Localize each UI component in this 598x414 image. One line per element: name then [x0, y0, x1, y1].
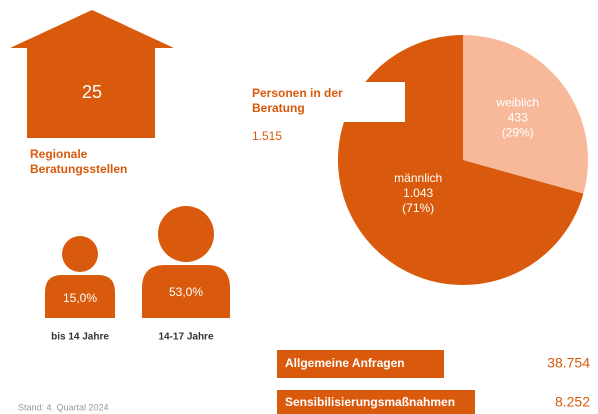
persons-label: Beratung — [252, 101, 305, 115]
label-box — [240, 82, 405, 122]
house: 25 Regionale Beratungsstellen — [10, 10, 174, 176]
person: 53,0% 14-17 Jahre — [142, 206, 230, 343]
slice-label: (71%) — [402, 201, 434, 215]
topic-box — [277, 390, 475, 414]
footer: Stand: 4. Quartal 2024 — [18, 402, 109, 412]
person-head — [158, 206, 214, 262]
house-value: 25 — [82, 82, 102, 102]
topic-label: Sensibilisierungsmaßnahmen — [285, 395, 455, 409]
age-label: 14-17 Jahre — [158, 332, 213, 343]
persons-label: Personen in der — [252, 86, 343, 100]
house-roof — [10, 10, 174, 48]
person-body — [45, 275, 115, 318]
topic-label: Allgemeine Anfragen — [285, 356, 405, 370]
topic-value: 38.754 — [547, 355, 590, 371]
slice-label: weiblich — [495, 96, 539, 110]
slice-label: (29%) — [502, 126, 534, 140]
person-body — [142, 265, 230, 318]
house-label: Regionale — [30, 147, 88, 161]
slice-label: 1.043 — [403, 186, 433, 200]
slice-label: 433 — [508, 111, 528, 125]
pie-slice — [463, 35, 588, 194]
person: 15,0% bis 14 Jahre — [45, 236, 115, 343]
person-head — [62, 236, 98, 272]
house-body — [27, 47, 155, 138]
slice-label: männlich — [394, 171, 442, 185]
topic-box — [277, 350, 444, 378]
age-value: 15,0% — [63, 291, 97, 305]
age-label: bis 14 Jahre — [51, 332, 109, 343]
topic-value: 8.252 — [555, 394, 590, 410]
age-value: 53,0% — [169, 285, 203, 299]
persons-total: 1.515 — [252, 129, 282, 143]
house-label: Beratungsstellen — [30, 162, 127, 176]
